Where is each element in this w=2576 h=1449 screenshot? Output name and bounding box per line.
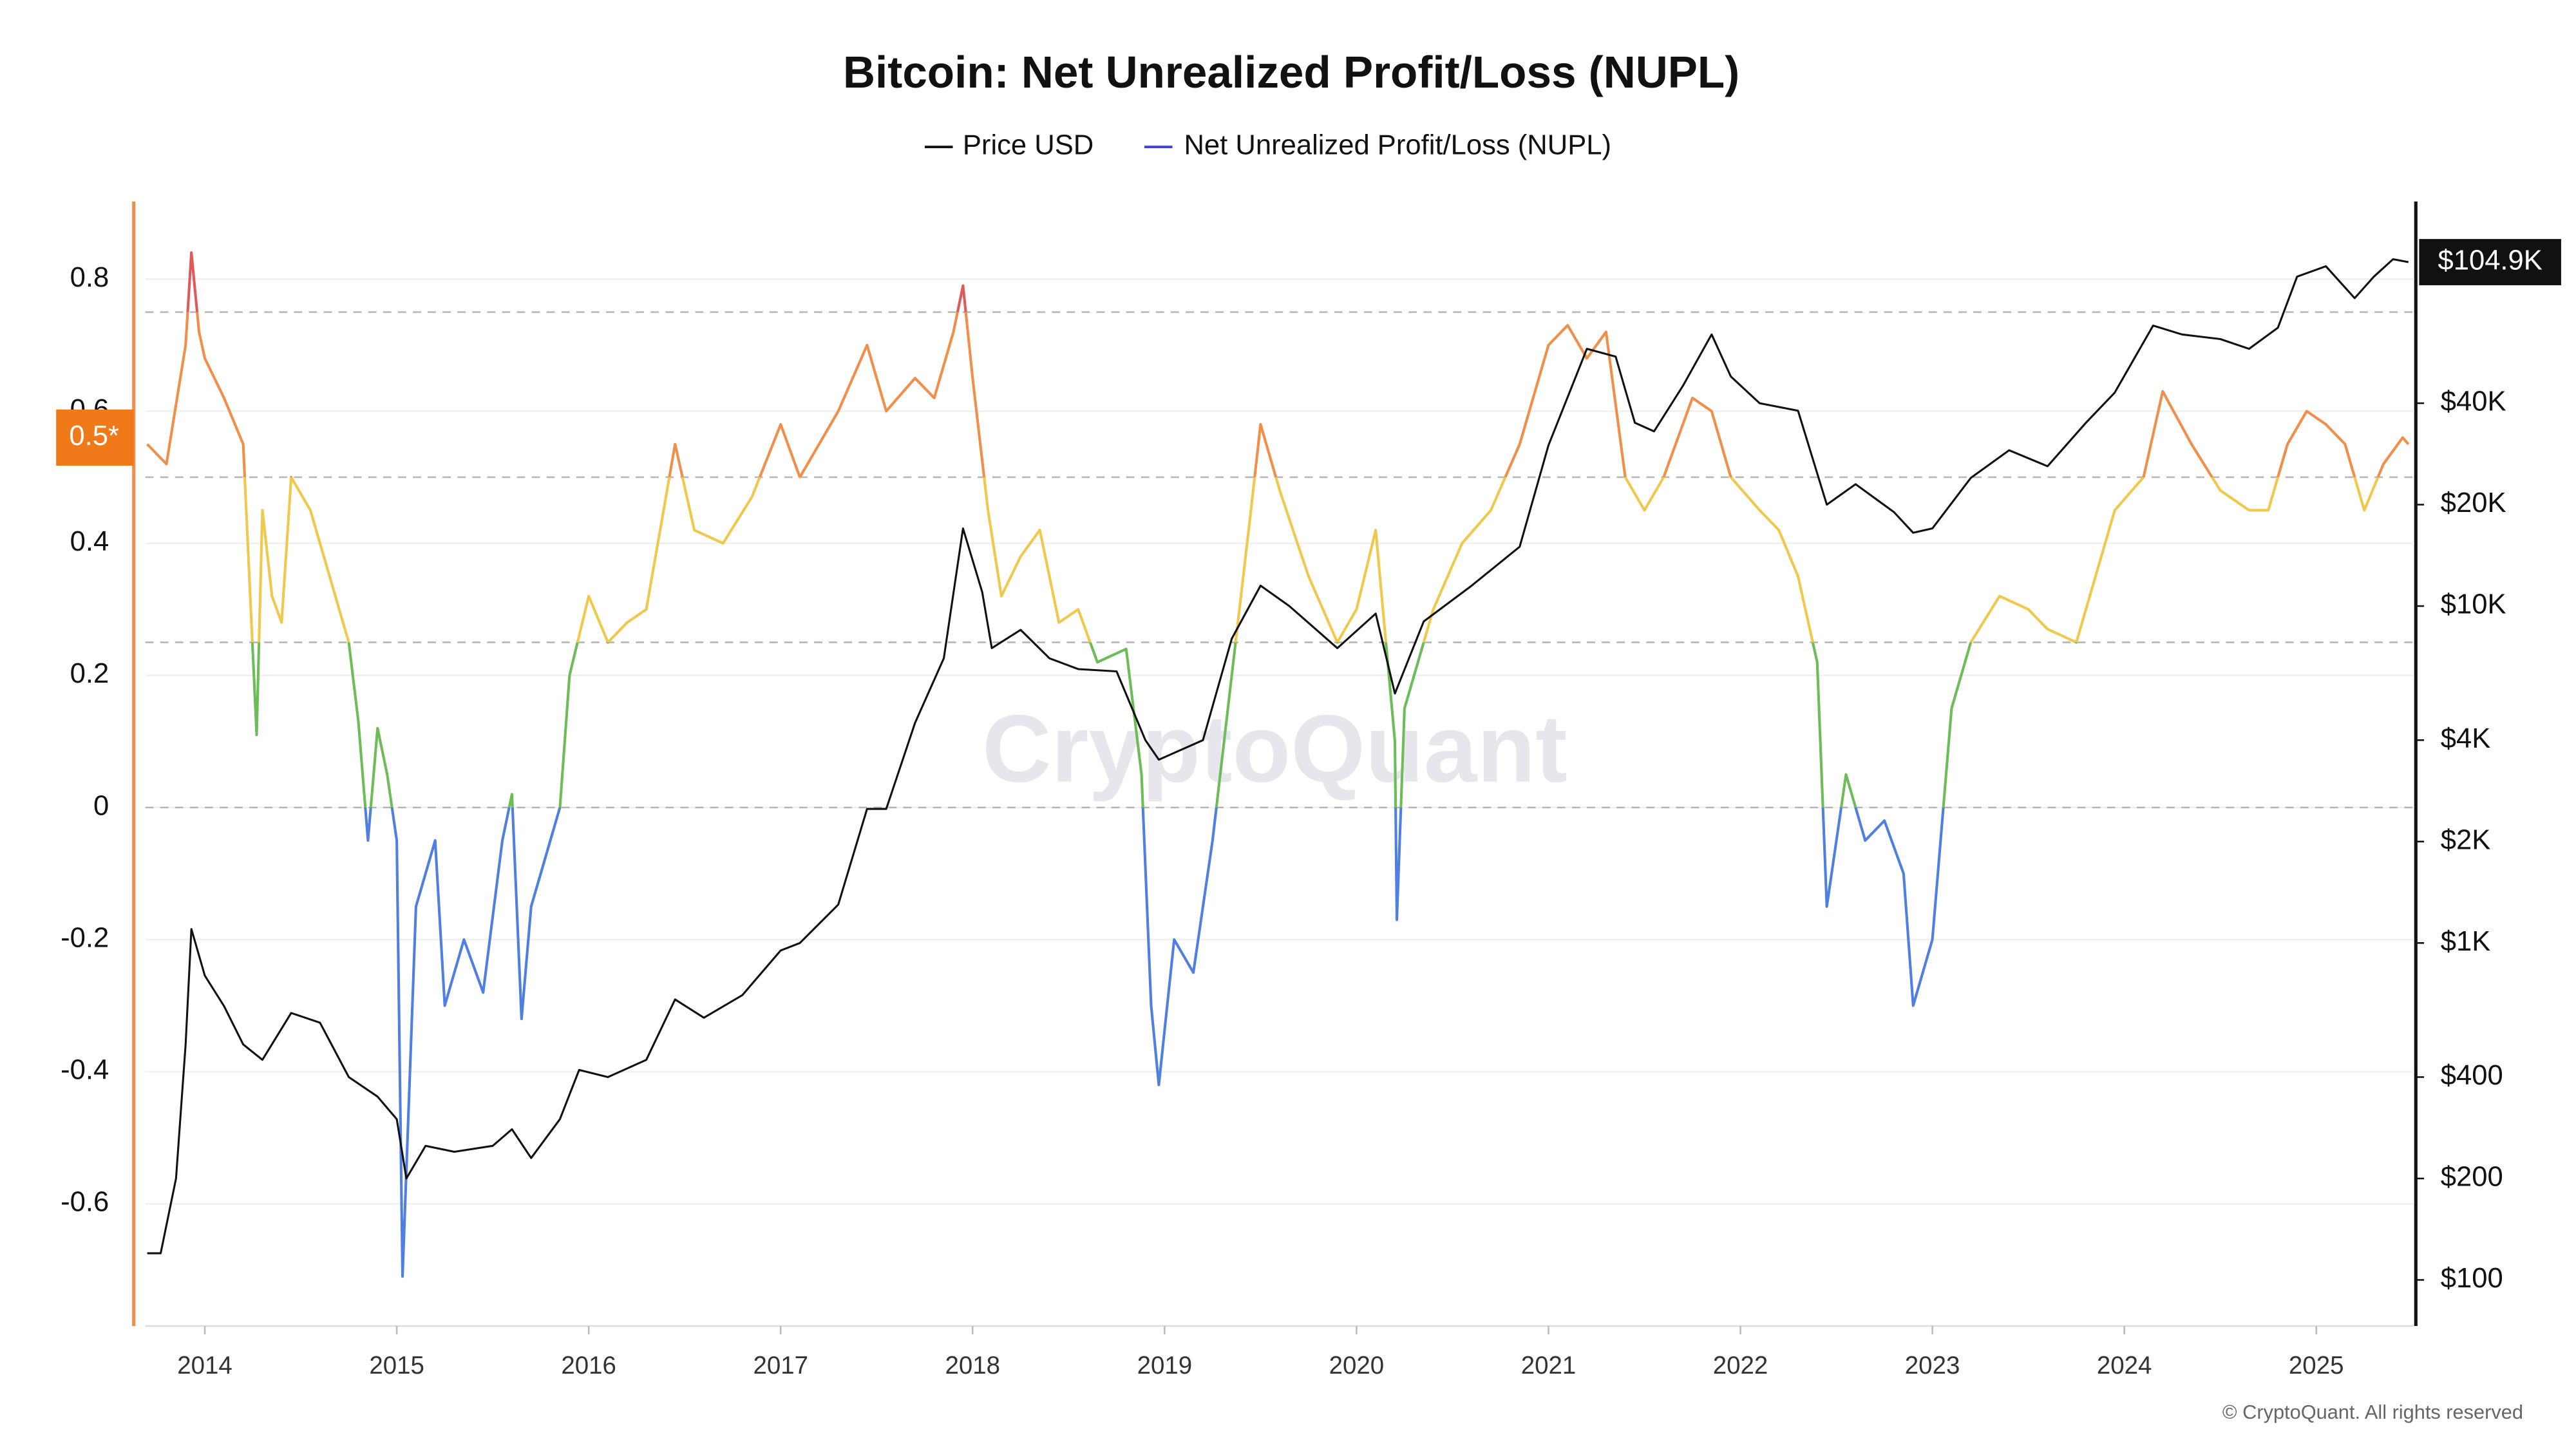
y2-tick-label: $10K (2441, 589, 2506, 620)
copyright: © CryptoQuant. All rights reserved (2222, 1401, 2523, 1423)
last-price-label: $104.9K (2438, 245, 2542, 276)
x-tick-label: 2014 (177, 1352, 232, 1379)
y-tick-label: -0.4 (61, 1055, 109, 1086)
y-tick-label: 0.8 (70, 262, 109, 293)
y2-tick-label: $4K (2441, 723, 2491, 754)
series-line (147, 258, 2409, 1255)
y2-tick-label: $40K (2441, 386, 2506, 417)
x-tick-label: 2021 (1521, 1352, 1577, 1379)
chart-title: Bitcoin: Net Unrealized Profit/Loss (NUP… (843, 47, 1739, 97)
y2-tick-label: $20K (2441, 488, 2506, 518)
x-tick-label: 2017 (753, 1352, 808, 1379)
x-tick-label: 2016 (561, 1352, 616, 1379)
x-tick-label: 2023 (1905, 1352, 1960, 1379)
x-tick-label: 2020 (1329, 1352, 1385, 1379)
y2-tick-label: $200 (2441, 1161, 2503, 1192)
x-tick-label: 2022 (1713, 1352, 1768, 1379)
x-tick-label: 2024 (2097, 1352, 2152, 1379)
y2-tick-label: $400 (2441, 1060, 2503, 1091)
y-tick-label: 0 (93, 790, 109, 821)
x-tick-label: 2025 (2289, 1352, 2344, 1379)
y-tick-label: 0.2 (70, 658, 109, 689)
x-tick-label: 2019 (1137, 1352, 1193, 1379)
last-price-badge (2419, 239, 2561, 285)
legend: Price USD Net Unrealized Profit/Loss (NU… (924, 130, 1611, 161)
y-tick-label: -0.6 (61, 1187, 109, 1218)
x-tick-label: 2015 (369, 1352, 424, 1379)
y-tick-label: -0.2 (61, 922, 109, 953)
series-line (146, 251, 2410, 1278)
y-tick-label: 0.4 (70, 526, 109, 557)
y2-tick-label: $100 (2441, 1263, 2503, 1294)
cursor-label: 0.5* (69, 421, 119, 451)
legend-label[interactable]: Price USD (963, 130, 1094, 161)
y2-tick-label: $1K (2441, 926, 2491, 957)
y2-tick-label: $2K (2441, 824, 2491, 855)
x-tick-label: 2018 (945, 1352, 1001, 1379)
cursor-badge (56, 409, 134, 466)
watermark: CryptoQuant (982, 695, 1567, 802)
legend-label[interactable]: Net Unrealized Profit/Loss (NUPL) (1184, 130, 1611, 161)
